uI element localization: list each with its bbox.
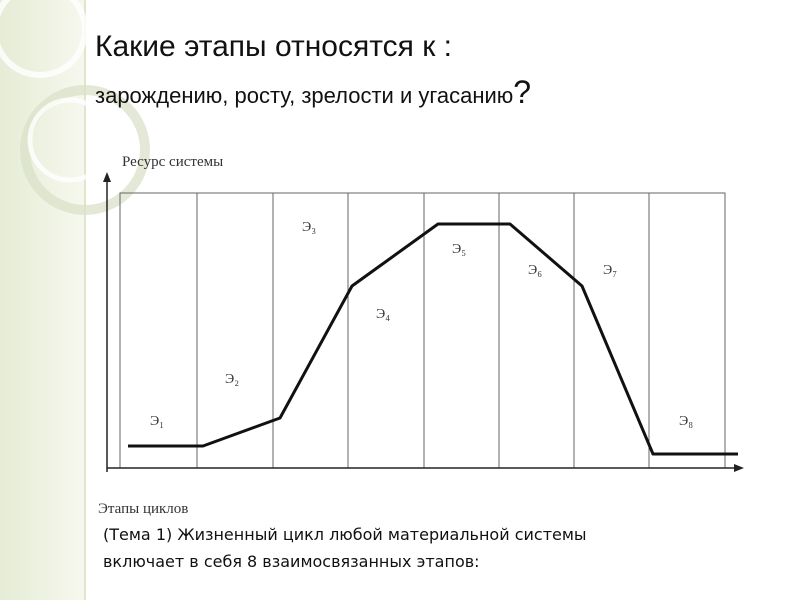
life-cycle-curve xyxy=(128,222,738,456)
caption-line: (Тема 1) Жизненный цикл любой материальн… xyxy=(103,525,587,544)
stage-label: Э₈ xyxy=(679,414,693,429)
caption-line: включает в себя 8 взаимосвязанных этапов… xyxy=(103,552,480,571)
stage-label: Э₅ xyxy=(452,242,466,257)
deco-circle xyxy=(27,97,113,183)
stage-label: Э₇ xyxy=(603,263,617,278)
title-line: зарождению, росту, зрелости и угасанию? xyxy=(95,74,531,110)
stage-label: Э₂ xyxy=(225,372,239,387)
stage-dividers xyxy=(196,193,650,468)
diagram: Ресурс системы Этапы циклов Э₁ Э₂ Э₃ Э₄ … xyxy=(98,154,744,517)
deco-circle xyxy=(20,85,150,215)
stage-label: Э₄ xyxy=(376,307,390,322)
x-arrow xyxy=(734,464,744,472)
stage-label: Э₁ xyxy=(150,414,164,429)
title-line: Какие этапы относятся к : xyxy=(95,30,452,63)
y-axis-label: Ресурс системы xyxy=(122,154,223,170)
stage-label: Э₆ xyxy=(528,263,542,278)
deco-circle xyxy=(0,0,88,78)
stage-label: Э₃ xyxy=(302,220,316,235)
x-axis-label: Этапы циклов xyxy=(98,501,188,517)
y-arrow xyxy=(103,172,111,182)
